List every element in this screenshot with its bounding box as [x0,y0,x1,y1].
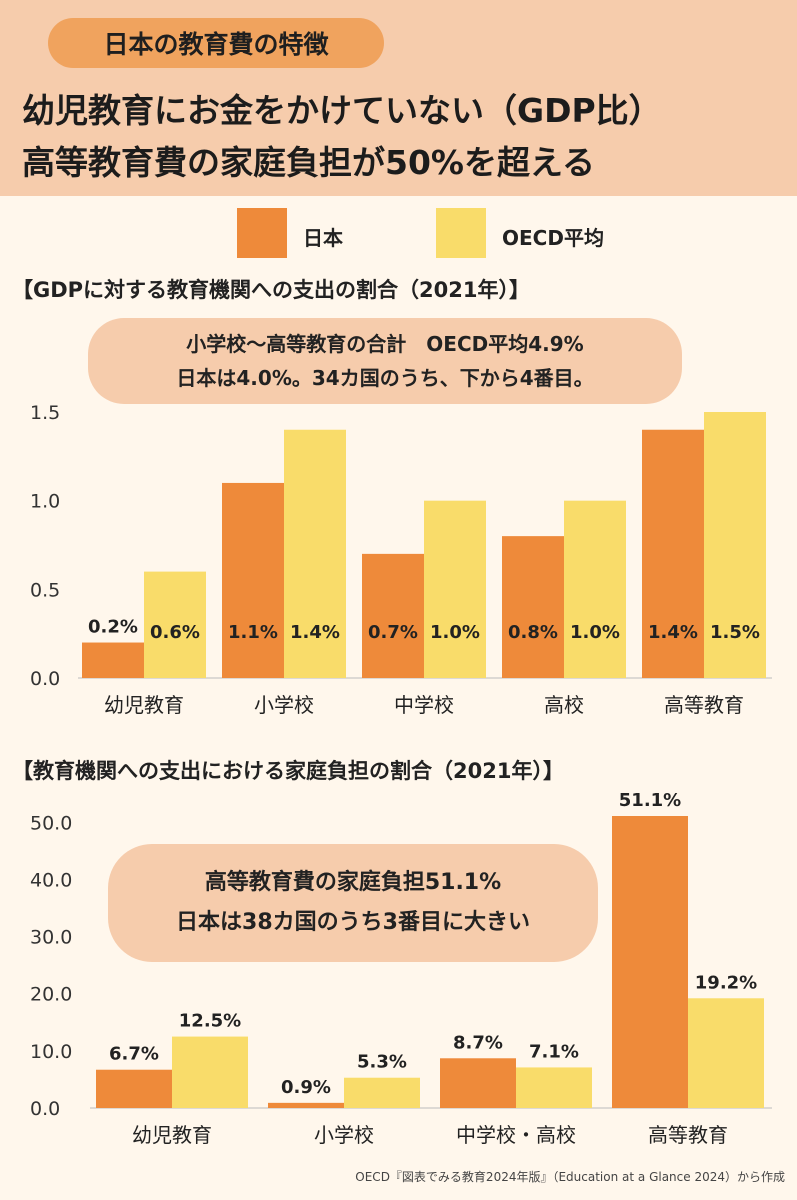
chart1-data-label-oecd-2: 1.0% [430,622,480,643]
chart2-ytick-1: 10.0 [30,1041,72,1063]
chart1-bar-japan-2 [362,553,424,678]
chart2-bar-japan-2 [440,1058,516,1108]
chart1-ytick-3: 1.5 [30,402,60,424]
chart2-data-label-oecd-1: 5.3% [357,1052,407,1073]
chart2-plot: 0.0 10.0 20.0 30.0 40.0 50.0 6.7% 12.5% 幼児教育 0.9%… [30,790,772,1147]
chart1-bar-japan-3 [502,536,564,678]
chart1-bar-oecd-1 [284,429,346,678]
chart1-data-label-oecd-3: 1.0% [570,622,620,643]
chart2-category-label-3: 高等教育 [648,1123,728,1147]
chart2-bar-oecd-0 [172,1036,248,1108]
headline-line-2: 高等教育費の家庭負担が50%を超える [22,143,595,182]
chart2-ytick-2: 20.0 [30,984,72,1006]
chart2-data-label-japan-2: 8.7% [453,1032,503,1053]
chart1-bar-oecd-2 [424,500,486,678]
chart2-data-label-oecd-2: 7.1% [529,1041,579,1062]
chart2-data-label-japan-3: 51.1% [619,790,681,811]
chart1-category-label-2: 中学校 [394,693,454,717]
chart1-bar-japan-0 [82,642,144,678]
chart2-callout-line2: 日本は38カ国のうち3番目に大きい [176,910,530,935]
header-band: 日本の教育費の特徴 幼児教育にお金をかけていない（GDP比） 高等教育費の家庭負… [0,0,797,196]
chart1-data-label-oecd-0: 0.6% [150,622,200,643]
chart1-data-label-japan-2: 0.7% [368,622,418,643]
chart1-bar-oecd-4 [704,412,766,678]
chart1-plot: 0.0 0.5 1.0 1.5 0.2% 0.6% 幼児教育 1.1% 1.4% 小学校 0.7% 1… [30,402,772,717]
title-tag: 日本の教育費の特徴 [48,18,384,68]
chart2-category-label-2: 中学校・高校 [456,1123,576,1147]
chart1-data-label-oecd-4: 1.5% [710,622,760,643]
chart2-data-label-oecd-3: 19.2% [695,972,757,993]
chart1-callout-line1: 小学校～高等教育の合計 OECD平均4.9% [186,332,584,356]
chart1-bar-oecd-0 [144,571,206,678]
chart1-category-label-1: 小学校 [254,693,314,717]
chart1-bar-japan-4 [642,429,704,678]
chart1-data-label-japan-4: 1.4% [648,622,698,643]
chart2-bar-oecd-3 [688,998,764,1108]
chart2-bar-japan-3 [612,816,688,1108]
chart1-data-label-japan-1: 1.1% [228,622,278,643]
chart1-category-label-4: 高等教育 [664,693,744,717]
chart2-ytick-4: 40.0 [30,869,72,891]
chart1-ytick-2: 1.0 [30,491,60,513]
chart2-category-label-0: 幼児教育 [132,1123,212,1147]
legend-swatch-japan [237,208,287,258]
chart1-ytick-1: 0.5 [30,579,60,601]
chart2-callout-line1: 高等教育費の家庭負担51.1% [204,870,502,895]
chart2-bar-oecd-2 [516,1067,592,1108]
chart1-data-label-japan-3: 0.8% [508,622,558,643]
chart2-title: 【教育機関への支出における家庭負担の割合（2021年）】 [12,759,564,783]
legend-swatch-oecd [436,208,486,258]
headline-line-1: 幼児教育にお金をかけていない（GDP比） [22,91,662,130]
chart2-ytick-0: 0.0 [30,1098,60,1120]
chart1-data-label-oecd-1: 1.4% [290,622,340,643]
chart2-bar-japan-1 [268,1102,344,1108]
chart2-bar-japan-0 [96,1069,172,1108]
chart1-bar-oecd-3 [564,500,626,678]
chart2-bar-oecd-1 [344,1077,420,1108]
chart2-data-label-japan-0: 6.7% [109,1044,159,1065]
chart1-callout-line2: 日本は4.0%。34カ国のうち、下から4番目。 [176,366,594,390]
source-note: OECD『図表でみる教育2024年版』（Education at a Glanc… [355,1170,785,1184]
chart1-callout: 小学校～高等教育の合計 OECD平均4.9% 日本は4.0%。34カ国のうち、下… [88,318,682,404]
chart1-ytick-0: 0.0 [30,668,60,690]
chart2-data-label-oecd-0: 12.5% [179,1011,241,1032]
chart-legend: 日本 OECD平均 [0,208,797,264]
chart1-category-label-3: 高校 [544,693,584,717]
chart1-bar-japan-1 [222,482,284,678]
chart2-category-label-1: 小学校 [314,1123,374,1147]
legend-label-japan: 日本 [303,226,343,250]
chart2-data-label-japan-1: 0.9% [281,1077,331,1098]
chart2-callout: 高等教育費の家庭負担51.1% 日本は38カ国のうち3番目に大きい [108,844,598,962]
chart2-ytick-3: 30.0 [30,927,72,949]
chart2-ytick-5: 50.0 [30,812,72,834]
chart1-data-label-japan-0: 0.2% [88,617,138,638]
chart1-title: 【GDPに対する教育機関への支出の割合（2021年）】 [12,278,531,302]
chart1-category-label-0: 幼児教育 [104,693,184,717]
legend-label-oecd: OECD平均 [502,226,604,250]
